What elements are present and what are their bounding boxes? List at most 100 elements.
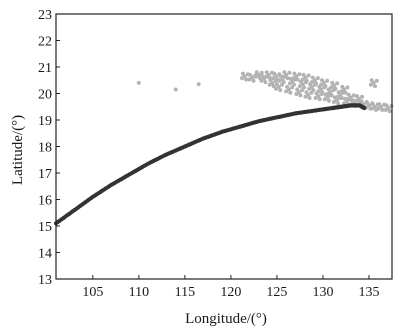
cluster-marker — [278, 88, 283, 93]
cluster-marker — [292, 71, 297, 76]
cluster-marker — [360, 94, 365, 99]
y-tick-label: 13 — [38, 273, 52, 288]
cluster-marker — [287, 81, 292, 86]
cluster-marker — [303, 94, 308, 99]
cluster-marker — [253, 74, 258, 79]
cluster-marker — [374, 78, 379, 83]
cluster-marker — [369, 78, 374, 83]
cluster-marker — [274, 86, 278, 91]
cluster-marker — [281, 80, 286, 85]
y-tick-label: 20 — [38, 88, 52, 103]
cluster-marker — [282, 70, 287, 75]
cluster-marker — [304, 78, 309, 83]
cluster-marker — [263, 74, 268, 79]
y-axis-title: Latitude/(°) — [10, 115, 26, 185]
cluster-marker — [325, 78, 330, 83]
cluster-marker — [291, 76, 296, 81]
cluster-marker — [274, 82, 279, 87]
cluster-marker — [322, 97, 327, 102]
y-tick-label: 21 — [38, 61, 52, 76]
cluster-marker — [259, 70, 264, 75]
cluster-marker — [294, 92, 299, 96]
cluster-marker — [297, 84, 302, 89]
cluster-marker — [329, 93, 334, 98]
cluster-marker — [339, 89, 344, 94]
cluster-marker — [300, 77, 305, 82]
cluster-marker — [271, 84, 276, 89]
cluster-marker — [343, 90, 348, 95]
cluster-marker — [370, 102, 375, 107]
cluster-marker — [287, 70, 292, 75]
cluster-marker — [317, 97, 322, 102]
cluster-marker — [383, 107, 388, 112]
y-tick-label: 23 — [38, 8, 52, 23]
cluster-marker — [272, 71, 277, 76]
cluster-marker — [350, 98, 355, 103]
cluster-marker — [248, 72, 253, 77]
cluster-marker — [307, 86, 312, 91]
cluster-marker — [268, 78, 273, 83]
x-tick-label: 125 — [266, 285, 287, 300]
dark-track-markers — [53, 103, 367, 226]
axis-ticks: 105 110 115 120 125 130 135 13 14 15 16 17 18 19 20 21 2… — [38, 8, 379, 300]
cluster-marker — [285, 84, 290, 89]
x-tick-label: 120 — [220, 285, 241, 300]
cluster-marker — [320, 78, 324, 83]
cluster-marker — [301, 72, 306, 77]
cluster-marker — [326, 87, 331, 92]
y-tick-label: 18 — [38, 141, 52, 156]
cluster-marker — [298, 93, 303, 98]
cluster-marker — [351, 93, 356, 98]
cluster-marker — [333, 86, 338, 91]
cluster-marker — [359, 99, 364, 104]
cluster-marker — [323, 84, 328, 89]
cluster-marker — [297, 72, 302, 77]
x-tick-label: 105 — [82, 285, 103, 300]
cluster-marker — [281, 74, 286, 79]
cluster-marker — [247, 77, 252, 82]
cluster-marker — [376, 106, 381, 111]
cluster-marker — [196, 82, 201, 87]
cluster-marker — [302, 85, 307, 90]
cluster-marker — [240, 71, 245, 76]
plot-frame — [55, 13, 393, 280]
cluster-marker — [277, 78, 282, 83]
cluster-marker — [368, 82, 373, 87]
cluster-marker — [319, 82, 324, 87]
grey-cluster-markers — [136, 70, 394, 114]
y-tick-label: 15 — [38, 220, 52, 235]
cluster-marker — [326, 98, 331, 103]
cluster-marker — [330, 80, 335, 85]
track-marker — [362, 105, 367, 111]
cluster-marker — [314, 81, 319, 86]
cluster-marker — [136, 80, 141, 85]
cluster-marker — [336, 101, 341, 106]
x-tick-label: 110 — [129, 285, 149, 300]
cluster-marker — [260, 74, 265, 79]
cluster-marker — [288, 90, 293, 95]
cluster-marker — [329, 85, 334, 90]
cluster-marker — [173, 87, 178, 92]
x-tick-label: 130 — [312, 285, 333, 300]
cluster-marker — [332, 100, 336, 104]
y-tick-label: 17 — [38, 167, 52, 182]
cluster-marker — [354, 98, 359, 103]
cluster-marker — [304, 90, 309, 95]
cluster-marker — [313, 96, 318, 100]
cluster-marker — [340, 84, 345, 89]
cluster-marker — [339, 96, 344, 100]
cluster-marker — [310, 75, 315, 80]
cluster-marker — [306, 73, 311, 78]
cluster-marker — [240, 76, 244, 81]
cluster-marker — [320, 90, 325, 95]
x-tick-label: 135 — [358, 285, 379, 300]
cluster-marker — [345, 85, 350, 90]
cluster-marker — [387, 109, 392, 114]
cluster-marker — [373, 84, 377, 89]
cluster-marker — [384, 103, 389, 108]
cluster-marker — [309, 80, 314, 85]
cluster-marker — [355, 94, 359, 99]
cluster-marker — [295, 77, 300, 82]
cluster-marker — [254, 70, 259, 75]
